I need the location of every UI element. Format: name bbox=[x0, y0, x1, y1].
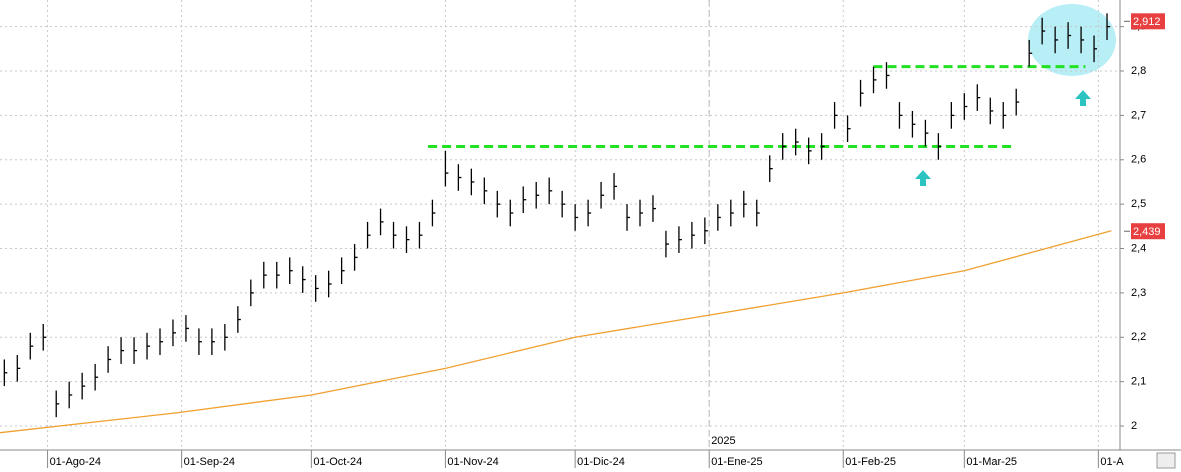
up-arrow bbox=[915, 90, 1091, 186]
x-tick-label: 01-Feb-25 bbox=[845, 456, 896, 468]
last-value-box bbox=[1131, 13, 1165, 30]
x-tick-label: 01-Sep-24 bbox=[184, 456, 235, 468]
y-tick-label: 2,1 bbox=[1131, 376, 1146, 388]
last-value-label: 2,912 bbox=[1133, 16, 1161, 28]
last-value-label: 2,439 bbox=[1133, 226, 1161, 238]
x-tick-label: 01-Ago-24 bbox=[50, 456, 101, 468]
y-tick-label: 2 bbox=[1131, 420, 1137, 432]
last-value-box bbox=[1131, 223, 1165, 240]
grid bbox=[0, 0, 1120, 450]
x-tick-label: 01-Dic-24 bbox=[577, 456, 625, 468]
x-tick-label: 01-Ene-25 bbox=[711, 456, 762, 468]
moving-average bbox=[0, 230, 1112, 434]
x-tick-label: 01-Nov-24 bbox=[447, 456, 498, 468]
year-label: 2025 bbox=[711, 435, 735, 447]
y-tick-label: 2,8 bbox=[1131, 65, 1146, 77]
y-tick-label: 2,4 bbox=[1131, 242, 1146, 254]
x-tick-label: 01-Oct-24 bbox=[313, 456, 362, 468]
y-tick-label: 2,5 bbox=[1131, 198, 1146, 210]
y-tick-label: 2,2 bbox=[1131, 331, 1146, 343]
x-tick-label: 01-A bbox=[1100, 456, 1124, 468]
y-tick-label: 2,6 bbox=[1131, 154, 1146, 166]
y-tick-label: 2,7 bbox=[1131, 109, 1146, 121]
x-tick-label: 01-Mar-25 bbox=[966, 456, 1017, 468]
y-tick-label: 2,3 bbox=[1131, 287, 1146, 299]
corner-button[interactable] bbox=[1156, 452, 1176, 469]
